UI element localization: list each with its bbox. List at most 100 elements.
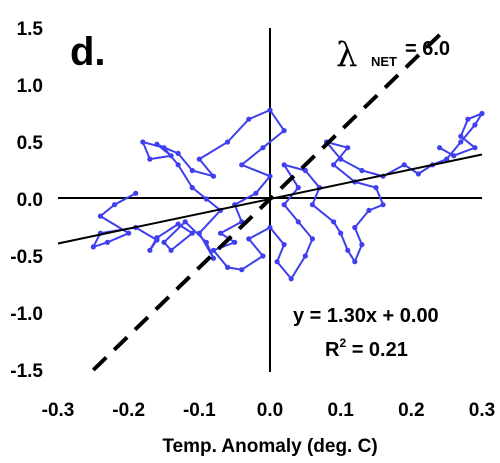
y-tick-label: -1.5 [10,361,43,382]
data-point [168,247,174,253]
data-point [154,235,160,241]
data-point [225,264,231,270]
data-point [203,196,209,202]
data-point [267,173,273,179]
data-point [260,145,266,151]
x-tick-label: 0.2 [398,400,424,421]
y-tick-label: 1.5 [17,19,44,40]
x-tick-label: 0.0 [257,400,283,421]
y-tick-label: 0.0 [17,190,43,211]
data-point [479,110,485,117]
data-point [331,162,337,168]
lambda-annotation: λ NET = 6.0 [336,35,450,75]
data-point [359,242,365,248]
data-point [232,239,238,245]
data-point [338,230,344,236]
data-point [239,162,245,168]
data-point [458,133,464,139]
data-point [267,107,273,113]
data-point [260,253,266,259]
data-point [380,202,386,208]
data-point [352,259,358,265]
data-point [104,239,111,245]
lambda-symbol: λ [336,35,358,75]
data-point [253,190,259,196]
data-point [175,221,181,227]
data-point [126,230,132,236]
data-point [147,156,153,162]
data-point [210,247,217,253]
x-tick-label: 0.3 [469,400,495,421]
data-point [175,162,181,168]
data-point [161,239,167,245]
data-point [147,247,153,253]
data-point [161,145,167,151]
y-tick-label: -0.5 [10,247,43,268]
r2-value: = 0.21 [346,339,408,361]
data-point [451,153,457,159]
data-point [352,224,358,231]
fit-equation: y = 1.30x + 0.00 [293,305,439,327]
data-point [295,219,301,225]
data-point [331,219,337,225]
data-point [274,259,280,265]
data-point [225,139,231,145]
data-point [239,267,245,273]
data-point [401,162,407,168]
data-point [210,173,217,179]
data-point [359,167,365,174]
x-tick-label: -0.2 [112,400,145,421]
data-point [295,185,301,191]
data-point [345,247,351,253]
data-point [168,153,174,159]
data-point [217,230,224,236]
y-tick-label: -1.0 [10,304,43,325]
data-point [246,236,252,242]
lambda-value: = 6.0 [405,38,450,60]
data-point [196,156,202,162]
data-point [154,141,160,147]
data-point [373,185,379,191]
data-point [111,202,118,208]
data-point [437,145,443,151]
data-point [97,213,103,219]
x-axis-label: Temp. Anomaly (deg. C) [162,436,377,457]
data-point [182,219,188,225]
data-point [302,253,308,259]
data-point [458,139,464,145]
data-point [267,224,273,231]
r-squared: R2 = 0.21 [325,336,408,361]
data-point [345,145,351,151]
data-point [309,236,315,242]
data-point [472,122,478,128]
data-point [415,171,421,177]
x-tick-label: -0.1 [183,400,216,421]
x-tick-label: -0.3 [42,400,75,421]
trend-lines [57,26,483,372]
data-point [140,139,146,145]
data-point [189,230,195,236]
data-point [196,230,202,236]
data-point [281,202,287,208]
data-point [189,185,195,191]
data-point [472,145,478,151]
x-tick-label: 0.1 [327,400,354,421]
data-point [465,116,471,122]
data-point [338,156,344,162]
data-point [281,162,287,168]
data-point [246,116,252,122]
data-point [175,150,181,156]
data-point [309,202,315,208]
lambda-subscript: NET [371,54,397,69]
data-point [203,239,209,245]
data-point [210,255,217,261]
data-point [90,244,96,250]
r2-exponent: 2 [339,336,346,350]
data-point [281,242,287,248]
y-tick-label: 0.5 [17,133,44,154]
series-path [91,108,485,281]
data-point [189,167,195,174]
panel-label: d. [70,30,106,74]
data-point [281,128,287,134]
